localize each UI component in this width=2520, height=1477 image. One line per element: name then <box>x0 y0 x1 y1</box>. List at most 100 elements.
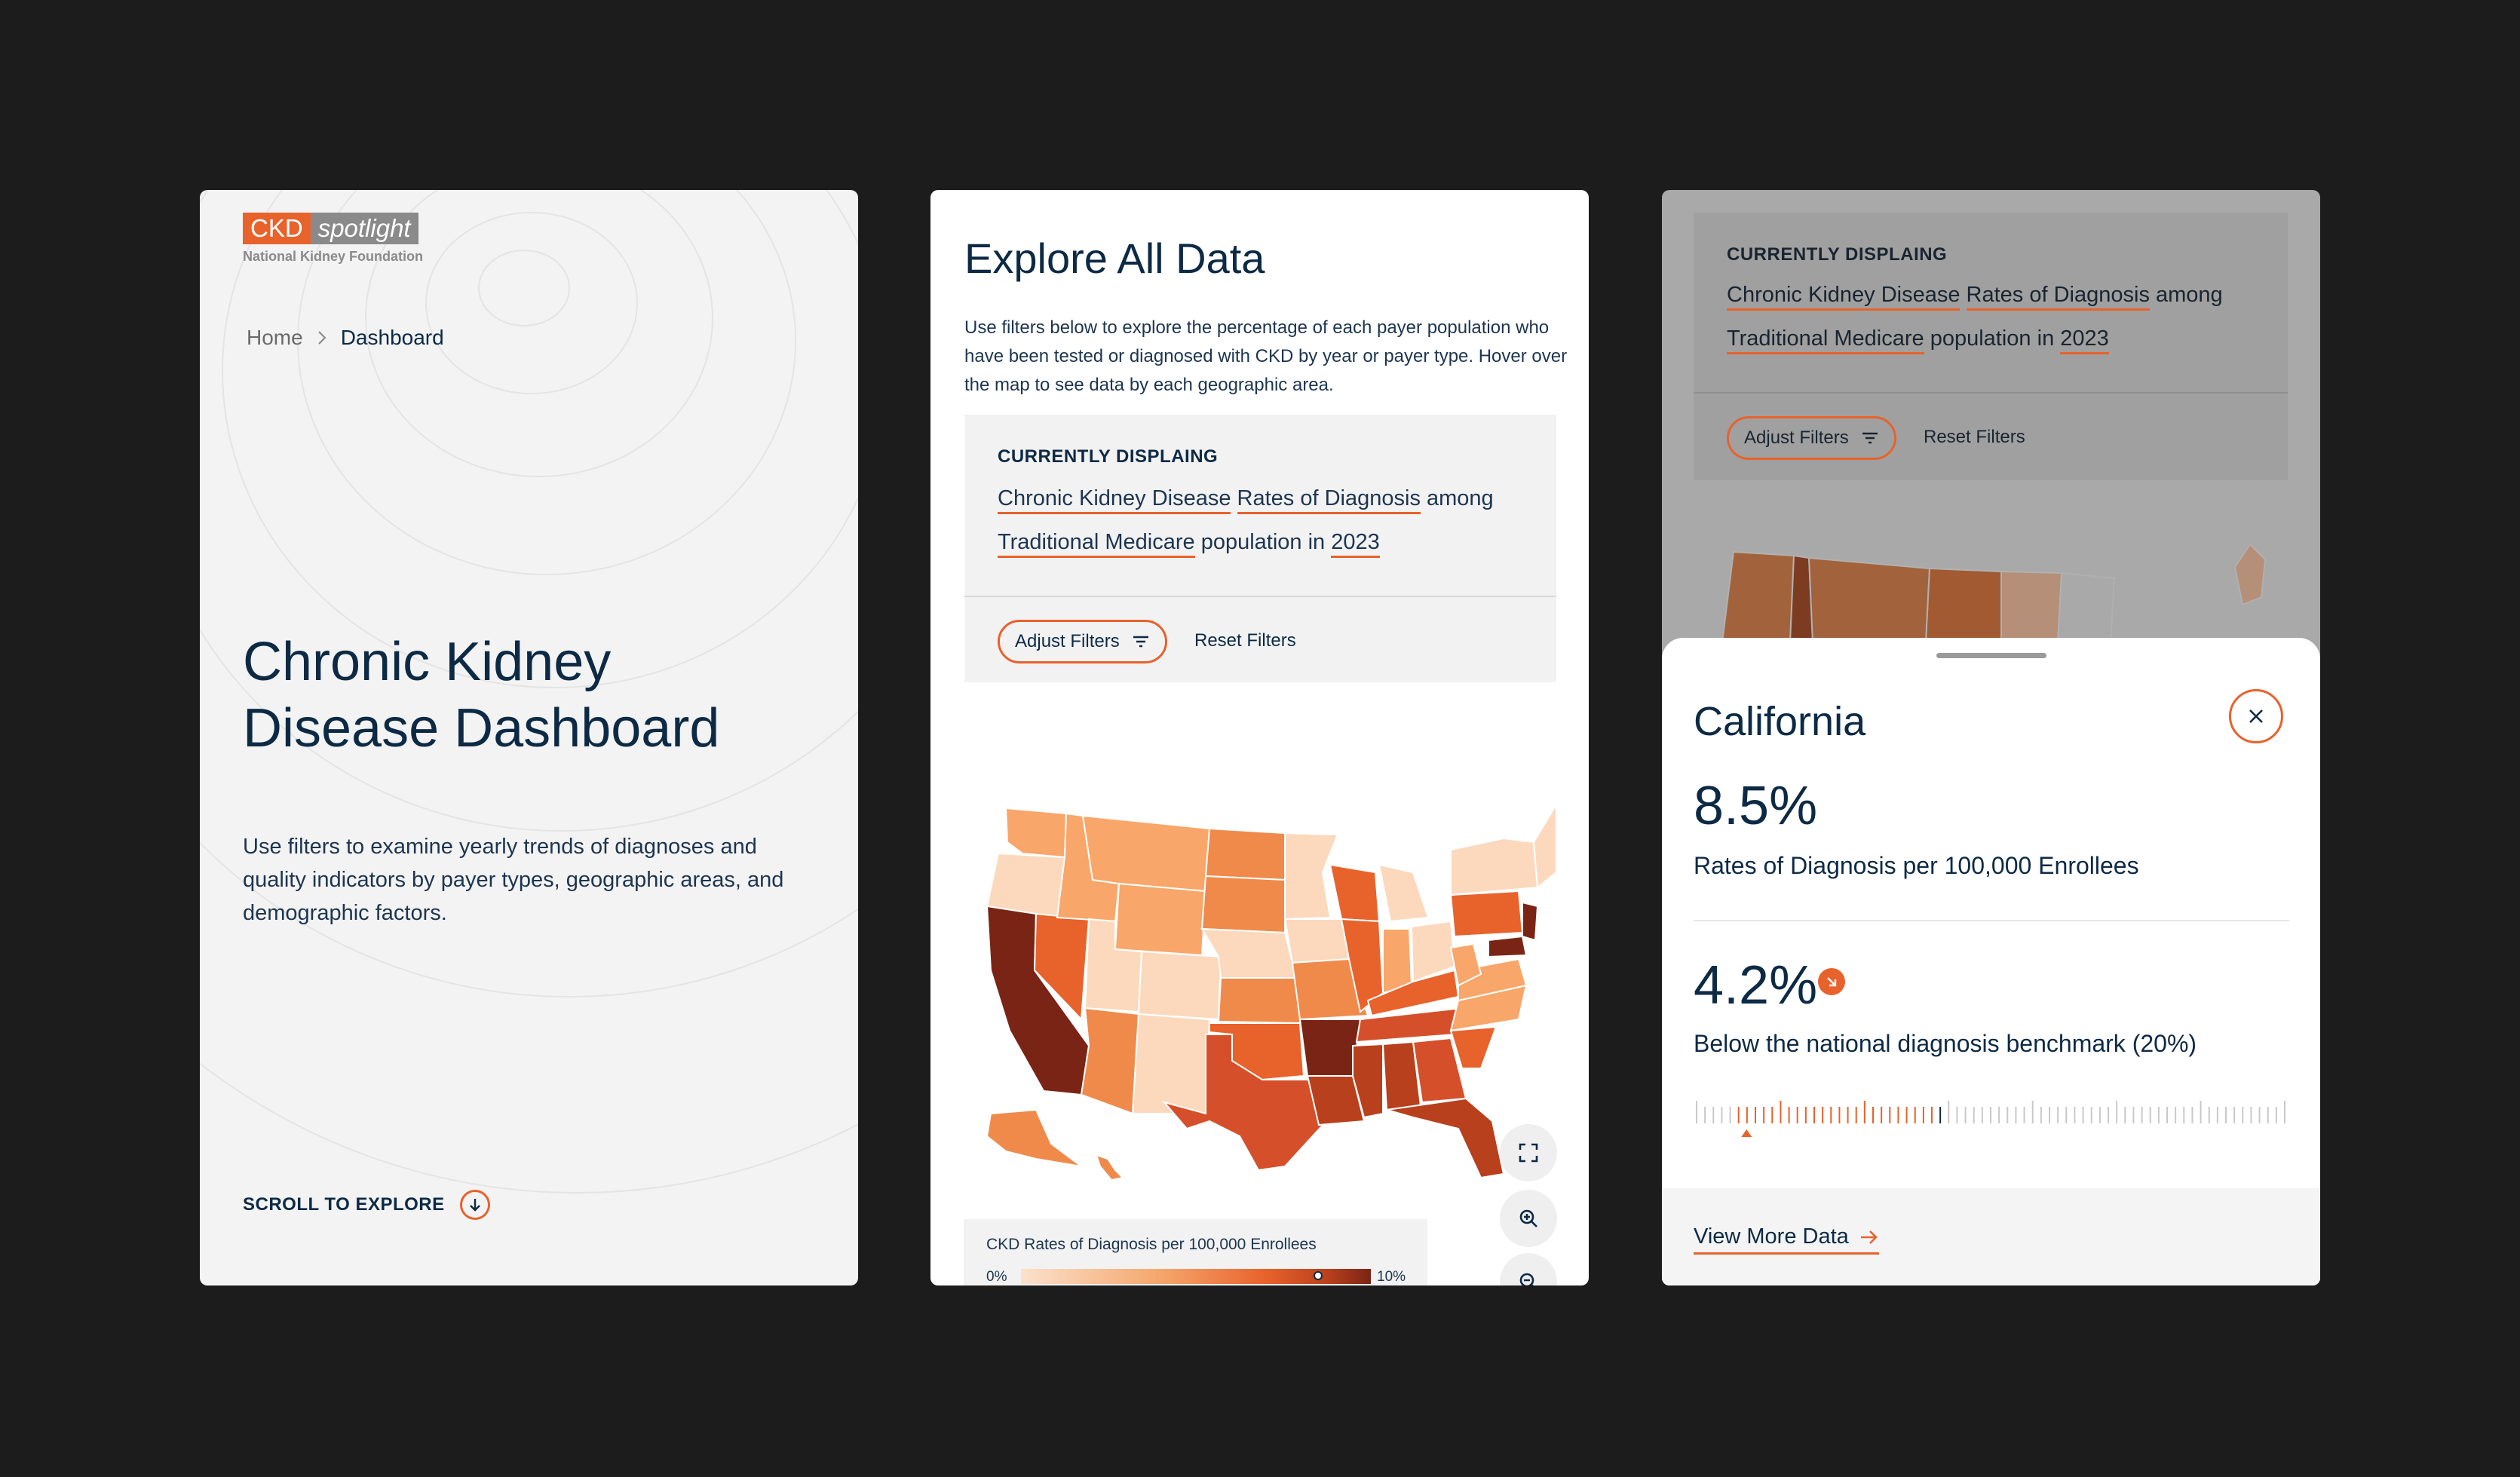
map-state-ak <box>986 1108 1082 1167</box>
breadcrumb-home[interactable]: Home <box>247 326 303 349</box>
adjust-filters-button[interactable]: Adjust Filters <box>998 620 1167 663</box>
sheet-footer: View More Data <box>1662 1188 2320 1285</box>
filter-icon <box>1133 636 1148 648</box>
benchmark-value: 4.2% <box>1694 955 1818 1016</box>
breadcrumb-current: Dashboard <box>340 326 444 349</box>
filter-population[interactable]: Traditional Medicare <box>998 530 1195 558</box>
logo-organization: National Kidney Foundation <box>243 249 423 264</box>
benchmark-state-marker <box>1741 1129 1752 1137</box>
map-state-ny <box>1450 837 1539 896</box>
logo-ckd: CKD <box>243 213 311 244</box>
filter-word-among: among <box>1427 486 1494 510</box>
adjust-filters-button[interactable]: Adjust Filters <box>1727 416 1896 460</box>
filter-sentence-line-1: Chronic Kidney Disease Rates of Diagnosi… <box>1727 273 2223 317</box>
legend-min: 0% <box>986 1269 1007 1285</box>
map-state-hi <box>1095 1154 1125 1181</box>
map-state-ms <box>1352 1043 1384 1119</box>
currently-displaying-panel-dimmed: CURRENTLY DISPLAING Chronic Kidney Disea… <box>1694 213 2288 480</box>
map-state-nj <box>1522 901 1539 942</box>
currently-displaying-panel: CURRENTLY DISPLAING Chronic Kidney Disea… <box>964 415 1556 682</box>
map-state-mo <box>1291 958 1369 1021</box>
adjust-filters-label: Adjust Filters <box>1015 631 1120 651</box>
close-button[interactable] <box>2229 689 2283 743</box>
map-legend: CKD Rates of Diagnosis per 100,000 Enrol… <box>964 1219 1427 1285</box>
map-state-fl <box>1386 1097 1505 1179</box>
map-state-co <box>1137 950 1222 1021</box>
filter-metric[interactable]: Rates of Diagnosis <box>1237 486 1421 514</box>
state-detail-card: CURRENTLY DISPLAING Chronic Kidney Disea… <box>1662 190 2320 1285</box>
filter-word-in: in <box>2037 326 2055 351</box>
map-state-ia <box>1283 918 1350 964</box>
explore-title: Explore All Data <box>964 234 1265 282</box>
map-state-mt <box>1081 814 1211 893</box>
map-state-wa <box>1004 807 1068 859</box>
filter-year[interactable]: 2023 <box>1331 530 1380 558</box>
map-state-new-england <box>1532 803 1556 889</box>
map-state-mn <box>1284 832 1339 921</box>
breadcrumb: Home Dashboard <box>247 326 444 350</box>
explore-card: Explore All Data Use filters below to ex… <box>930 190 1589 1285</box>
fullscreen-icon <box>1519 1143 1538 1163</box>
map-state-ar <box>1298 1019 1362 1077</box>
filter-sentence-line-2: Traditional Medicare population in 2023 <box>1727 317 2109 360</box>
page-title: Chronic Kidney Disease Dashboard <box>243 629 816 761</box>
filter-population[interactable]: Traditional Medicare <box>1727 326 1924 354</box>
state-detail-sheet: California 8.5% Rates of Diagnosis per 1… <box>1662 638 2320 1285</box>
map-state-nm <box>1131 1013 1211 1114</box>
legend-marker <box>1314 1271 1323 1280</box>
page-title-line-1: Chronic Kidney <box>243 632 612 692</box>
panel-divider <box>1694 392 2288 394</box>
filter-year[interactable]: 2023 <box>2060 326 2109 354</box>
benchmark-label: Below the national diagnosis benchmark (… <box>1694 1030 2197 1057</box>
benchmark-tick-scale <box>1696 1101 2285 1137</box>
filter-word-among: among <box>2156 283 2223 307</box>
sheet-drag-handle[interactable] <box>1936 653 2046 658</box>
zoom-in-icon <box>1519 1209 1537 1227</box>
chevron-right-icon <box>317 331 326 345</box>
landing-card: CKD spotlight National Kidney Foundation… <box>200 190 858 1285</box>
arrow-down-icon[interactable] <box>459 1190 490 1220</box>
map-state-ky <box>1366 969 1460 1017</box>
filter-disease[interactable]: Chronic Kidney Disease <box>998 486 1231 514</box>
legend-title: CKD Rates of Diagnosis per 100,000 Enrol… <box>986 1236 1317 1253</box>
sheet-divider <box>1694 920 2289 921</box>
contour-background <box>200 190 858 1194</box>
view-more-data-label: View More Data <box>1694 1224 1849 1249</box>
map-state-wy <box>1114 882 1207 957</box>
reset-filters-button[interactable]: Reset Filters <box>1194 630 1296 651</box>
fullscreen-button[interactable] <box>1500 1124 1557 1181</box>
scroll-to-explore[interactable]: SCROLL TO EXPLORE <box>243 1190 490 1220</box>
filter-disease[interactable]: Chronic Kidney Disease <box>1727 283 1961 311</box>
zoom-out-button[interactable] <box>1500 1253 1557 1285</box>
arrow-down-right-icon <box>1818 968 1845 995</box>
map-state-az <box>1080 1007 1140 1115</box>
zoom-in-button[interactable] <box>1500 1190 1557 1247</box>
zoom-out-icon <box>1519 1273 1534 1285</box>
filter-metric[interactable]: Rates of Diagnosis <box>1966 283 2150 311</box>
rate-value: 8.5% <box>1694 776 1818 836</box>
close-icon <box>2249 709 2263 723</box>
us-choropleth-map[interactable] <box>961 759 1556 1181</box>
filter-sentence-line-2: Traditional Medicare population in 2023 <box>998 520 1380 564</box>
logo-spotlight: spotlight <box>310 213 418 244</box>
map-state-sd <box>1200 875 1286 934</box>
map-state-wi <box>1329 863 1381 923</box>
filter-word-population-in: population in <box>1200 530 1326 554</box>
reset-filters-button[interactable]: Reset Filters <box>1924 427 2025 447</box>
adjust-filters-label: Adjust Filters <box>1744 427 1849 448</box>
ckd-spotlight-logo[interactable]: CKD spotlight <box>243 213 418 244</box>
currently-displaying-label: CURRENTLY DISPLAING <box>1727 244 1948 265</box>
page-description: Use filters to examine yearly trends of … <box>243 835 784 925</box>
map-state-sc <box>1449 1025 1498 1069</box>
view-more-data-link[interactable]: View More Data <box>1694 1224 1879 1255</box>
scroll-label: SCROLL TO EXPLORE <box>243 1194 445 1215</box>
rate-label: Rates of Diagnosis per 100,000 Enrollees <box>1694 852 2139 879</box>
map-state-ks <box>1217 977 1301 1025</box>
filter-word-population: population <box>1930 326 2031 351</box>
legend-gradient-bar <box>1021 1269 1371 1284</box>
us-choropleth-map-dimmed <box>1721 544 2267 642</box>
map-state-nd <box>1204 827 1286 881</box>
panel-divider <box>964 596 1556 597</box>
legend-max: 10% <box>1377 1269 1406 1285</box>
map-state-mi <box>1378 863 1430 923</box>
